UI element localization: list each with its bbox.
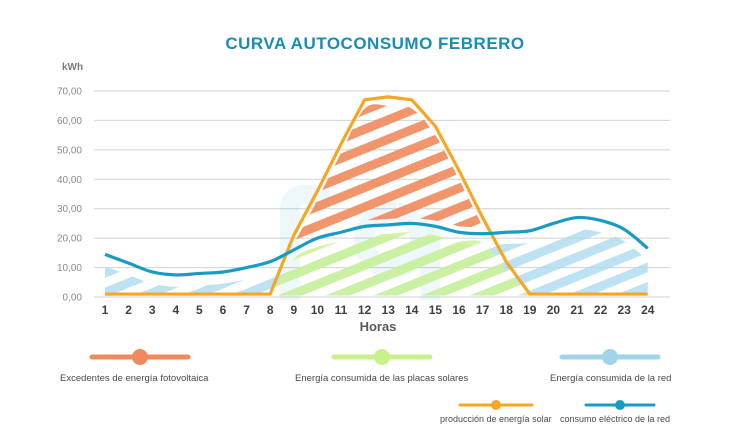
x-tick-label: 20 [547,303,561,317]
x-tick-label: 11 [335,303,348,317]
legend-item: Excedentes de energía fotovoltaica [60,349,209,384]
x-tick-label: 6 [220,303,227,317]
x-tick-label: 5 [196,303,203,317]
series-line-consumo-red [104,215,649,277]
series-lines [104,95,649,296]
y-tick-label: 0,00 [63,293,83,304]
x-tick-label: 4 [172,303,179,317]
legend-item: Energía consumida de las placas solares [295,349,468,384]
x-tick-label: 24 [641,303,655,317]
x-tick-label: 2 [125,303,132,317]
x-tick-label: 16 [452,303,466,317]
y-tick-label: 70,00 [57,87,82,98]
legend-swatch-dot [615,400,625,410]
legend-label: consumo eléctrico de la red [560,414,670,424]
x-tick-label: 8 [267,303,274,317]
legend-swatch-dot [374,349,390,365]
legend-label: Energía consumida de la red [550,373,671,384]
y-axis-label: kWh [62,62,83,73]
x-tick-label: 21 [570,303,584,317]
y-tick-label: 50,00 [57,145,82,156]
legend-item: consumo eléctrico de la red [560,400,670,424]
legend-label: Excedentes de energía fotovoltaica [60,373,209,384]
series-line-produccion-solar [105,95,648,296]
legend-item: Energía consumida de la red [550,349,671,384]
x-tick-label: 1 [102,303,109,317]
x-tick-label: 22 [594,303,608,317]
x-tick-label: 7 [243,303,250,317]
legend-item: producción de energía solar [440,400,552,424]
legend-swatch-dot [602,349,618,365]
x-tick-label: 19 [523,303,537,317]
x-tick-label: 23 [618,303,632,317]
area-fills [105,104,648,296]
area-energia-consumida-placas [270,232,530,296]
x-tick-label: 18 [500,303,514,317]
x-tick-label: 9 [290,303,297,317]
area-excedentes-fotovoltaica [293,104,483,245]
legend: Excedentes de energía fotovoltaica Energí… [60,349,671,424]
legend-label: Energía consumida de las placas solares [295,373,468,384]
legend-swatch-dot [491,400,501,410]
y-tick-label: 30,00 [57,204,82,215]
legend-label: producción de energía solar [440,414,552,424]
x-tick-label: 17 [476,303,490,317]
chart-title: CURVA AUTOCONSUMO FEBRERO [225,34,524,53]
y-tick-label: 60,00 [57,116,82,127]
x-tick-label: 15 [429,303,443,317]
x-tick-label: 3 [149,303,156,317]
x-axis-label: Horas [360,319,397,334]
y-tick-labels: 0,00 10,00 20,00 30,00 40,00 50,00 60,00 70,00 [57,87,82,304]
legend-swatch-dot [132,349,148,365]
x-tick-labels: 1 2 3 4 5 6 7 8 9 10 11 12 13 14 15 16 17 18 19 20 21 22 23 24 [102,303,655,317]
x-tick-label: 12 [358,303,372,317]
y-tick-label: 40,00 [57,175,82,186]
y-tick-label: 10,00 [57,263,82,274]
x-tick-label: 10 [311,303,325,317]
x-tick-label: 13 [382,303,396,317]
y-tick-label: 20,00 [57,234,82,245]
x-tick-label: 14 [405,303,419,317]
